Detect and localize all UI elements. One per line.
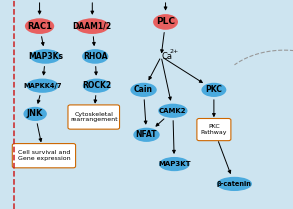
Text: Ca: Ca (161, 52, 172, 61)
Text: Cell survival and
Gene expression: Cell survival and Gene expression (18, 150, 70, 161)
Ellipse shape (217, 177, 252, 191)
Ellipse shape (23, 107, 47, 121)
Text: MAP3Ks: MAP3Ks (28, 52, 63, 61)
Text: Cytoskeletal
rearrangement: Cytoskeletal rearrangement (70, 112, 117, 122)
Text: RHOA: RHOA (83, 52, 108, 61)
Ellipse shape (83, 79, 111, 93)
Ellipse shape (82, 49, 108, 64)
Text: PLC: PLC (156, 17, 175, 27)
Text: PKC
Pathway: PKC Pathway (201, 124, 227, 135)
Ellipse shape (133, 128, 160, 142)
Ellipse shape (76, 18, 109, 34)
Ellipse shape (159, 157, 190, 171)
Text: β-catenin: β-catenin (217, 181, 252, 187)
Ellipse shape (153, 14, 178, 30)
Text: DAAM1/2: DAAM1/2 (73, 22, 112, 31)
Ellipse shape (26, 79, 59, 93)
Text: JNK: JNK (27, 109, 43, 119)
Ellipse shape (158, 104, 188, 118)
Ellipse shape (130, 83, 157, 97)
Ellipse shape (30, 49, 61, 64)
FancyBboxPatch shape (12, 144, 76, 168)
FancyBboxPatch shape (68, 105, 120, 129)
Text: Cain: Cain (134, 85, 153, 94)
Text: 2+: 2+ (169, 49, 179, 54)
Text: PKC: PKC (205, 85, 222, 94)
Ellipse shape (25, 18, 54, 34)
Text: CAMK2: CAMK2 (159, 108, 187, 114)
Text: ROCK2: ROCK2 (82, 81, 111, 90)
Text: RAC1: RAC1 (27, 22, 52, 31)
Text: MAP3KT: MAP3KT (158, 161, 191, 167)
FancyBboxPatch shape (197, 119, 231, 141)
Text: NFAT: NFAT (136, 130, 157, 139)
Text: MAPKK4/7: MAPKK4/7 (23, 83, 62, 89)
Ellipse shape (202, 83, 226, 97)
